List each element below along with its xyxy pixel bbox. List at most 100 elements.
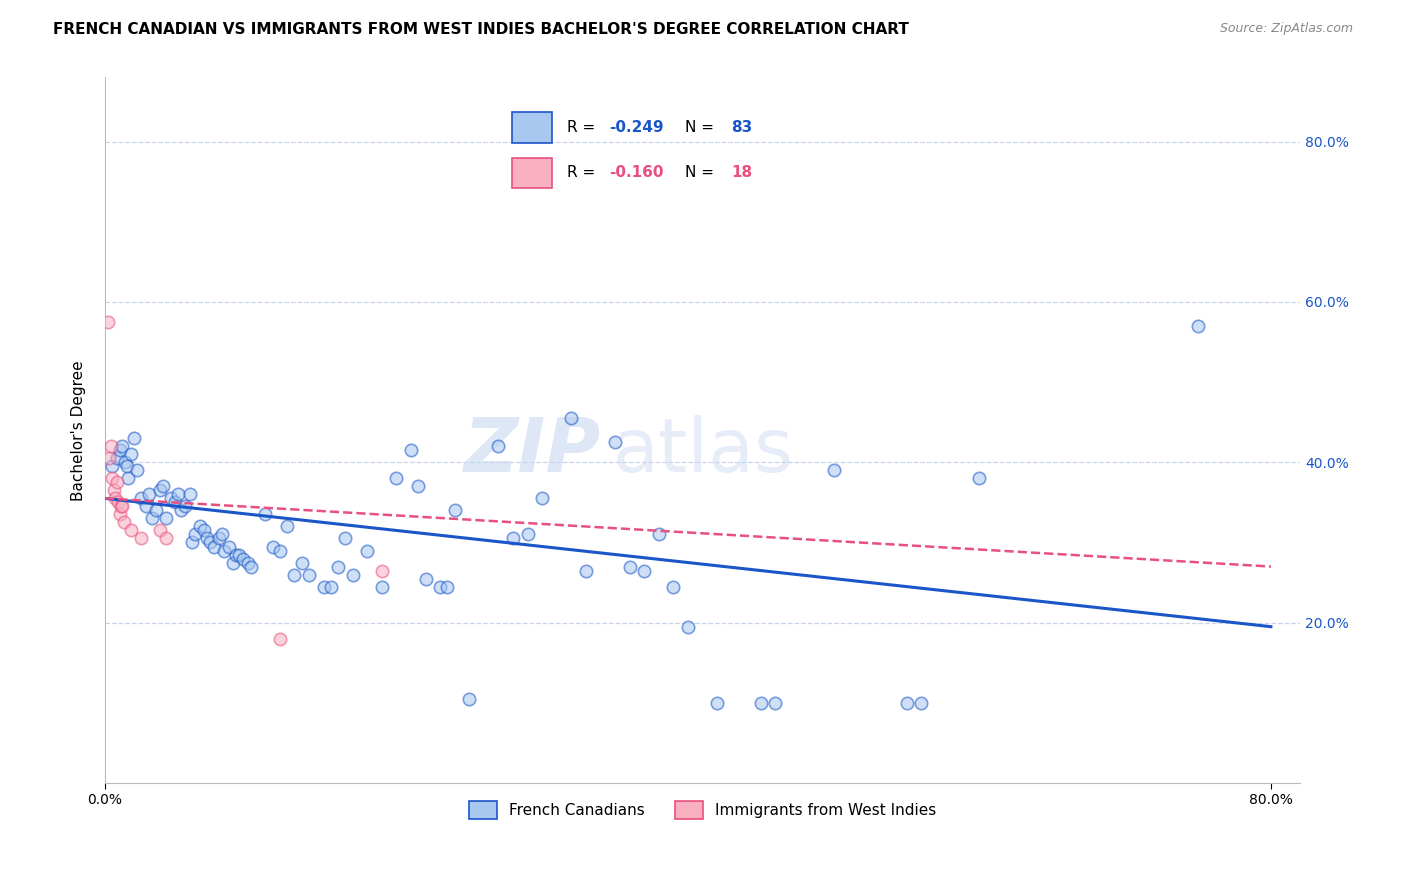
Point bbox=[488, 439, 510, 453]
Point bbox=[174, 500, 197, 514]
Point bbox=[356, 543, 378, 558]
Point bbox=[100, 439, 122, 453]
Point bbox=[269, 543, 291, 558]
Point bbox=[415, 572, 437, 586]
Point bbox=[97, 315, 120, 329]
Point bbox=[101, 471, 124, 485]
Point bbox=[269, 632, 291, 646]
Bar bbox=[512, 158, 551, 188]
Point bbox=[214, 543, 236, 558]
Point bbox=[131, 532, 153, 546]
Point bbox=[763, 696, 786, 710]
Point bbox=[103, 483, 125, 498]
Point bbox=[179, 487, 201, 501]
Point bbox=[195, 532, 218, 546]
Point bbox=[328, 559, 350, 574]
Text: Source: ZipAtlas.com: Source: ZipAtlas.com bbox=[1219, 22, 1353, 36]
Point bbox=[276, 519, 298, 533]
Point bbox=[193, 524, 215, 538]
Text: -0.160: -0.160 bbox=[609, 165, 664, 180]
Point bbox=[399, 443, 422, 458]
Point bbox=[371, 564, 394, 578]
Point bbox=[188, 519, 211, 533]
Point bbox=[159, 491, 181, 506]
Point bbox=[225, 548, 247, 562]
Point bbox=[575, 564, 598, 578]
Point bbox=[516, 527, 538, 541]
Point bbox=[662, 580, 685, 594]
Point bbox=[131, 491, 153, 506]
Point bbox=[910, 696, 932, 710]
Point bbox=[531, 491, 554, 506]
Point bbox=[105, 451, 128, 466]
Point bbox=[114, 455, 136, 469]
Text: 18: 18 bbox=[731, 165, 752, 180]
Point bbox=[291, 556, 314, 570]
Text: N =: N = bbox=[685, 165, 718, 180]
Point bbox=[108, 443, 131, 458]
Point bbox=[429, 580, 451, 594]
Point bbox=[222, 556, 245, 570]
Point bbox=[110, 500, 132, 514]
Point bbox=[120, 447, 142, 461]
Point bbox=[115, 459, 138, 474]
Point bbox=[619, 559, 641, 574]
Point bbox=[896, 696, 918, 710]
Point bbox=[458, 691, 481, 706]
Point bbox=[239, 559, 262, 574]
Point bbox=[141, 511, 163, 525]
Point bbox=[262, 540, 284, 554]
Point bbox=[135, 500, 157, 514]
Text: -0.249: -0.249 bbox=[609, 120, 664, 135]
Point bbox=[170, 503, 193, 517]
Point bbox=[560, 411, 582, 425]
Point bbox=[111, 439, 134, 453]
Point bbox=[152, 479, 174, 493]
Point bbox=[706, 696, 728, 710]
Point bbox=[443, 503, 465, 517]
Point bbox=[122, 431, 145, 445]
Point bbox=[312, 580, 335, 594]
Point bbox=[283, 567, 305, 582]
Point bbox=[149, 483, 172, 498]
Point bbox=[218, 540, 240, 554]
Point bbox=[232, 551, 254, 566]
Point bbox=[319, 580, 342, 594]
Point bbox=[436, 580, 458, 594]
Point bbox=[101, 459, 124, 474]
Point bbox=[145, 503, 167, 517]
Point bbox=[105, 475, 128, 490]
Point bbox=[208, 532, 231, 546]
Point bbox=[155, 511, 177, 525]
Point bbox=[198, 535, 221, 549]
Text: N =: N = bbox=[685, 120, 718, 135]
Point bbox=[236, 556, 259, 570]
Point bbox=[1187, 318, 1209, 333]
Point bbox=[298, 567, 321, 582]
Text: R =: R = bbox=[567, 165, 600, 180]
Point bbox=[138, 487, 160, 501]
Point bbox=[633, 564, 655, 578]
Text: R =: R = bbox=[567, 120, 600, 135]
Point bbox=[112, 516, 135, 530]
Point bbox=[969, 471, 991, 485]
Text: FRENCH CANADIAN VS IMMIGRANTS FROM WEST INDIES BACHELOR'S DEGREE CORRELATION CHA: FRENCH CANADIAN VS IMMIGRANTS FROM WEST … bbox=[53, 22, 910, 37]
Point bbox=[155, 532, 177, 546]
Point bbox=[749, 696, 772, 710]
Point bbox=[163, 495, 186, 509]
Point bbox=[648, 527, 671, 541]
Point bbox=[228, 548, 250, 562]
Point bbox=[502, 532, 524, 546]
Point bbox=[181, 535, 204, 549]
Text: ZIP: ZIP bbox=[464, 415, 600, 488]
Point bbox=[342, 567, 364, 582]
Point bbox=[676, 620, 699, 634]
Point bbox=[254, 508, 277, 522]
Point bbox=[125, 463, 148, 477]
Point bbox=[202, 540, 225, 554]
Point bbox=[603, 435, 626, 450]
Bar bbox=[512, 112, 551, 144]
Point bbox=[104, 491, 127, 506]
Point bbox=[117, 471, 139, 485]
Point bbox=[120, 524, 142, 538]
